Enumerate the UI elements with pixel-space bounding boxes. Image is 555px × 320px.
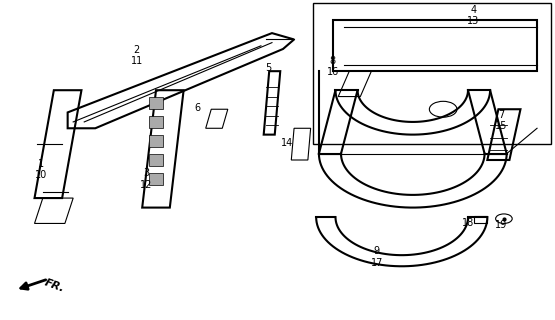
Text: 6: 6: [194, 103, 200, 113]
Text: 8
16: 8 16: [326, 56, 339, 77]
Text: 3
12: 3 12: [140, 168, 152, 190]
Text: 4
13: 4 13: [467, 5, 480, 27]
Text: 18: 18: [462, 219, 474, 228]
Text: 19: 19: [495, 220, 507, 230]
Bar: [473, 215, 487, 223]
Bar: [149, 154, 163, 166]
Text: 2
11: 2 11: [130, 44, 143, 66]
Bar: [314, 3, 551, 144]
Bar: [149, 135, 163, 147]
Text: FR.: FR.: [43, 277, 65, 293]
Bar: [149, 116, 163, 128]
Text: 1
10: 1 10: [35, 159, 47, 180]
Bar: [149, 173, 163, 185]
Text: 9
17: 9 17: [371, 246, 383, 268]
Text: 7
15: 7 15: [495, 109, 507, 131]
Text: 5: 5: [265, 63, 271, 73]
Bar: [149, 97, 163, 109]
Text: 14: 14: [281, 138, 294, 148]
